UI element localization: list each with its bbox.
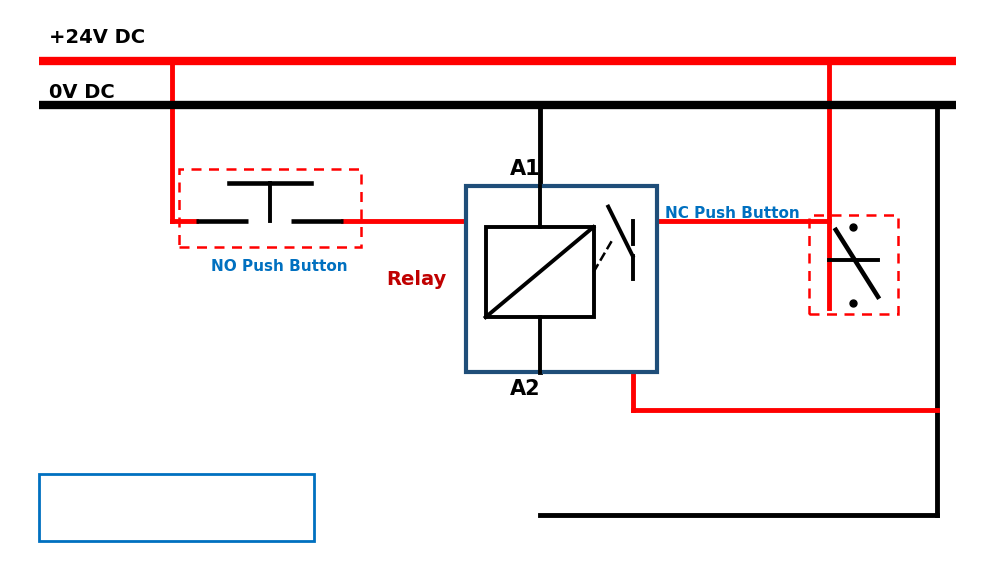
Text: NO Push Button: NO Push Button (211, 259, 348, 274)
Text: 0V DC: 0V DC (49, 83, 115, 102)
Bar (466, 186, 657, 372)
Text: +24V DC: +24V DC (49, 27, 145, 47)
Text: A2: A2 (510, 379, 541, 399)
Bar (486, 227, 594, 317)
Text: NC Push Button: NC Push Button (665, 206, 800, 221)
Text: A1: A1 (510, 159, 541, 179)
FancyBboxPatch shape (39, 474, 314, 541)
Text: Relay: Relay (387, 270, 446, 289)
Text: InstrumentationTools.com: InstrumentationTools.com (65, 500, 288, 515)
